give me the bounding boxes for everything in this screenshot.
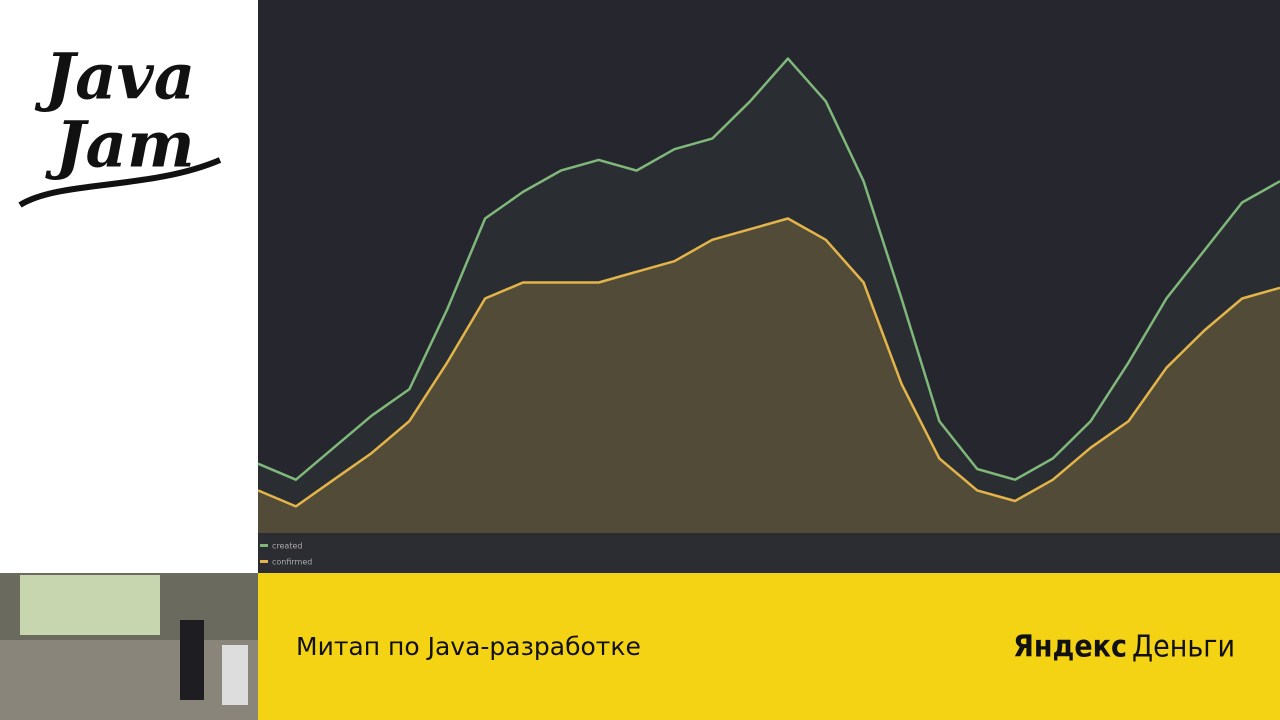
area-fill — [258, 218, 1280, 533]
legend-background — [258, 533, 1280, 573]
legend-label: created — [272, 542, 302, 551]
logo-line: Java — [34, 40, 195, 115]
logo-panel — [0, 0, 258, 573]
video-stage — [0, 640, 258, 720]
brand-name: Деньги — [1132, 630, 1235, 665]
area-fill — [258, 58, 1280, 533]
video-screen — [20, 575, 160, 635]
legend-label: confirmed — [272, 558, 312, 567]
series-line — [257, 57, 1280, 481]
legend-swatch — [260, 560, 268, 563]
brand-name: Яндекс — [1013, 630, 1127, 665]
plot — [257, 57, 1280, 533]
video-stand — [222, 645, 248, 705]
banner-caption: Митап по Java-разработке — [296, 632, 641, 661]
banner — [258, 573, 1280, 720]
series-line — [257, 217, 1280, 508]
legend-swatch — [260, 544, 268, 547]
chart-background — [258, 0, 1280, 533]
logo-swash — [18, 157, 222, 208]
logo-line: Jam — [44, 108, 194, 183]
video-speaker — [180, 620, 204, 700]
